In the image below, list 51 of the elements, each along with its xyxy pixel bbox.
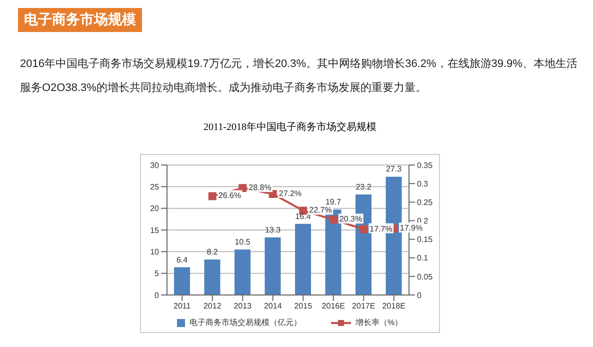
y-tick-label: 25 bbox=[150, 182, 160, 192]
data-label: 23.2 bbox=[356, 182, 372, 192]
text: 2016年中国电子商务市场交易规模19.7万亿元，增长20.3%。其中网络购物增长36.2%，在线旅游39.9%、本地生活服务O2O38.3%的增长共同拉动电商增长。成为推动电子商务市场发展的重要力量。 bbox=[20, 56, 578, 96]
data-label: 28.8% bbox=[248, 183, 272, 192]
legend-label: 增长率（%） bbox=[354, 317, 403, 328]
point bbox=[208, 192, 216, 200]
data-label: 6.4 bbox=[176, 255, 188, 264]
data-label: 19.7 bbox=[325, 198, 342, 207]
data-label: 8.2 bbox=[206, 247, 218, 256]
point bbox=[360, 225, 368, 234]
bar bbox=[204, 259, 220, 295]
x-tick-label: 2013 bbox=[234, 302, 252, 311]
x-tick-label: 2018E bbox=[382, 302, 406, 311]
x-tick-label: 2017E bbox=[352, 302, 376, 311]
x-tick-label: 2016E bbox=[322, 302, 345, 311]
y-tick-label: 15 bbox=[150, 226, 160, 235]
y2-tick-label: 0.15 bbox=[417, 235, 434, 244]
bar bbox=[264, 237, 281, 295]
chart-title: 2011-2018年中国电子商务市场交易规模 bbox=[202, 120, 378, 134]
y-tick-label: 10 bbox=[150, 248, 160, 257]
y2-tick-label: 0.25 bbox=[417, 198, 434, 207]
data-label: 27.3 bbox=[386, 164, 402, 174]
data-label: 20.3% bbox=[339, 214, 362, 224]
y2-tick-label: 0.05 bbox=[417, 272, 434, 282]
data-label: 26.6% bbox=[218, 191, 242, 200]
bar bbox=[174, 267, 190, 295]
x-tick-label: 2012 bbox=[203, 302, 222, 311]
x-tick-label: 2014 bbox=[264, 302, 282, 311]
y2-tick-label: 0.1 bbox=[417, 254, 429, 263]
x-tick-label: 2015 bbox=[294, 302, 313, 311]
y2-tick-label: 0 bbox=[417, 290, 422, 300]
data-label: 16.4 bbox=[295, 212, 312, 221]
y-tick-label: 30 bbox=[150, 160, 160, 170]
y-tick-label: 5 bbox=[154, 269, 160, 278]
data-label: 13.3 bbox=[264, 225, 282, 234]
bar bbox=[295, 224, 311, 295]
data-label: 10.5 bbox=[234, 238, 251, 246]
data-label: 17.9% bbox=[400, 224, 423, 233]
y2-tick-label: 0.3 bbox=[417, 179, 429, 188]
text: 电子商务市场规模 bbox=[18, 8, 142, 32]
data-label: 27.2% bbox=[278, 188, 302, 198]
y2-tick-label: 0.2 bbox=[417, 216, 429, 226]
y-tick-label: 0 bbox=[154, 290, 160, 300]
data-label: 17.7% bbox=[370, 224, 392, 234]
y-tick-label: 20 bbox=[150, 204, 160, 214]
legend-label: 电子商务市场交易规模（亿元） bbox=[188, 317, 302, 328]
y2-tick-label: 0.35 bbox=[417, 160, 434, 170]
x-tick-label: 2011 bbox=[174, 302, 192, 311]
point bbox=[329, 216, 338, 224]
data-label: 22.7% bbox=[309, 206, 332, 215]
bar bbox=[234, 250, 250, 295]
